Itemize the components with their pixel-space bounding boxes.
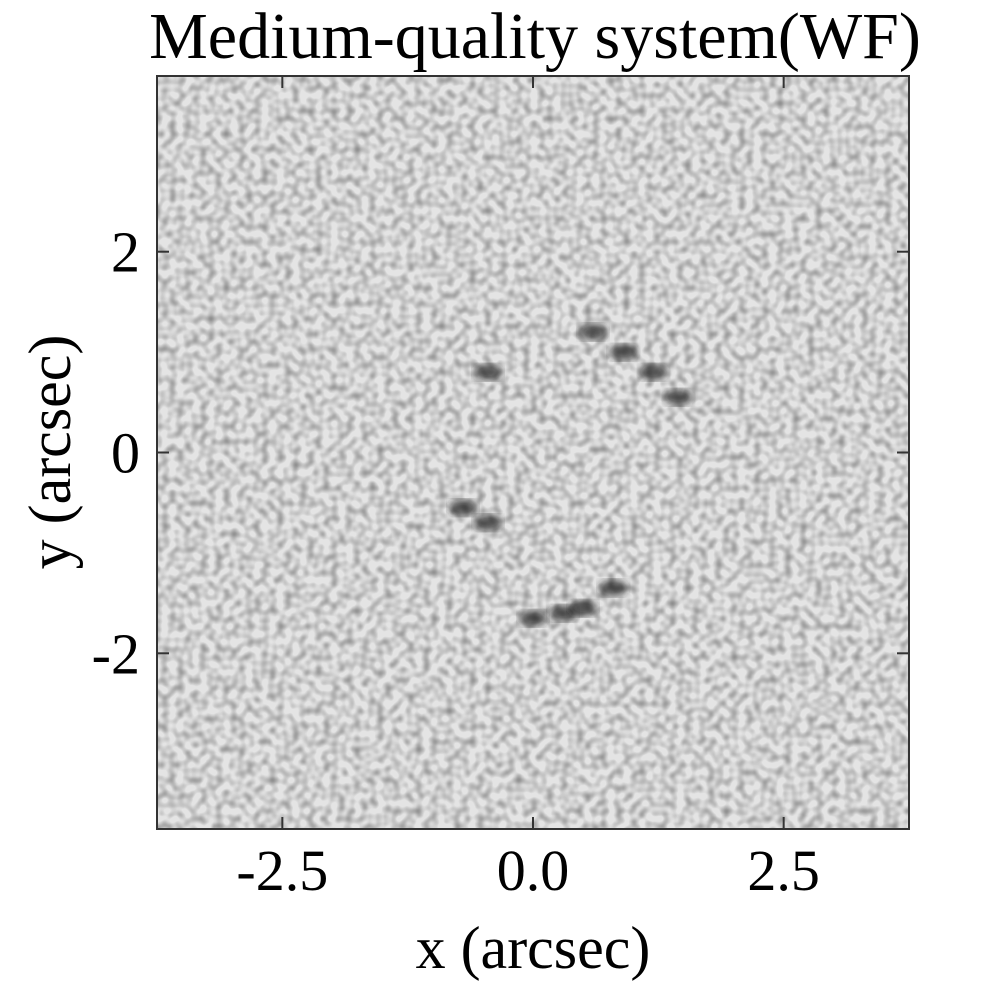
image-feature [569, 600, 598, 617]
image-feature [664, 389, 693, 406]
x-tick-label: 0.0 [497, 838, 570, 903]
y-axis-label: y (arcsec) [17, 335, 83, 570]
y-tick-label: -2 [92, 621, 140, 686]
image-feature [473, 514, 502, 531]
y-tick-label: 2 [111, 220, 140, 285]
y-tick-label: 0 [111, 421, 140, 486]
image-feature [609, 344, 638, 361]
image-feature [639, 364, 668, 381]
image-feature [448, 499, 477, 516]
image-noise [157, 76, 909, 829]
image-feature [519, 610, 547, 627]
image-feature [473, 364, 502, 381]
image-feature [579, 324, 608, 341]
x-tick-label: 2.5 [747, 838, 820, 903]
chart-title: Medium-quality system(WF) [149, 0, 921, 73]
x-axis-label: x (arcsec) [416, 915, 651, 981]
x-tick-label: -2.5 [236, 838, 328, 903]
image-feature [599, 580, 628, 597]
